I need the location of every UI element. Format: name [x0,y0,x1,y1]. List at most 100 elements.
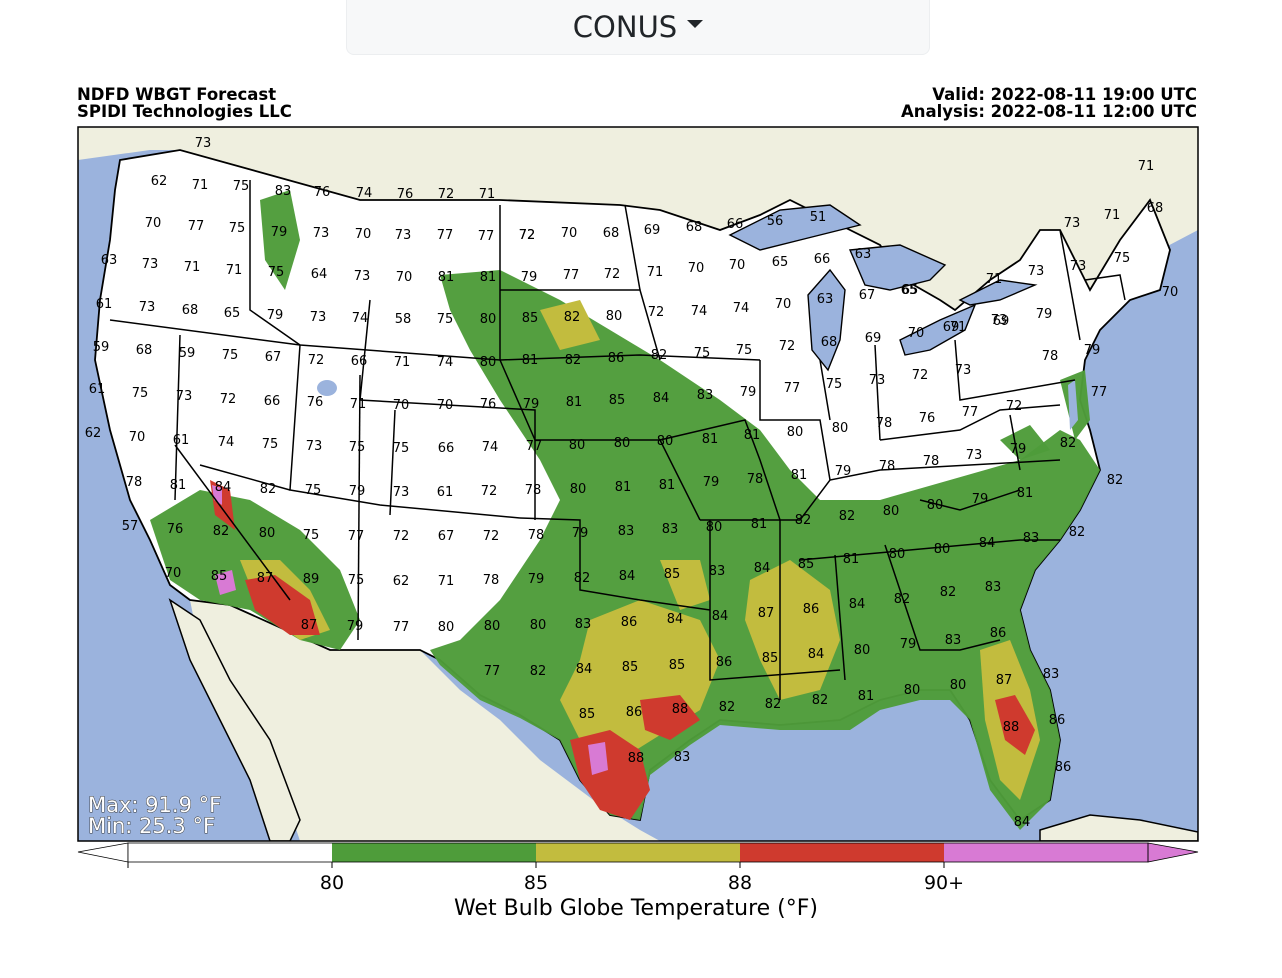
station-value: 87 [996,673,1013,688]
station-value: 79 [523,397,540,412]
station-value: 82 [1107,473,1124,488]
station-value: 78 [126,475,143,490]
station-value: 82 [719,700,736,715]
map-organization: SPIDI Technologies LLC [77,102,292,121]
station-value: 72 [519,228,536,243]
station-value: 82 [894,592,911,607]
region-dropdown[interactable]: CONUS [346,0,930,55]
station-value: 79 [703,475,720,490]
station-value: 72 [648,305,665,320]
station-value: 83 [945,633,962,648]
station-value: 82 [940,585,957,600]
station-value: 83 [709,564,726,579]
station-value: 84 [215,480,232,495]
station-value: 85 [622,660,639,675]
station-value: 75 [222,348,239,363]
colorbar-bin-88-90 [740,843,944,862]
station-value: 59 [93,340,110,355]
station-value: 80 [904,683,921,698]
station-value: 87 [257,571,274,586]
station-value: 80 [657,434,674,449]
station-value: 70 [396,270,413,285]
station-value: 66 [264,394,281,409]
station-value: 73 [966,448,983,463]
station-value: 77 [962,405,979,420]
colorbar-high-extend [1147,842,1199,863]
station-value: 73 [395,228,412,243]
station-value: 82 [260,482,277,497]
station-value: 82 [564,310,581,325]
station-value: 77 [1091,385,1108,400]
station-value: 79 [972,492,989,507]
station-value: 73 [195,136,212,151]
station-value: 79 [528,572,545,587]
station-value: 80 [614,436,631,451]
station-value: 80 [570,482,587,497]
station-value: 83 [1043,667,1060,682]
station-value: 76 [919,411,936,426]
analysis-time: Analysis: 2022-08-11 12:00 UTC [900,102,1197,121]
station-value: 81 [438,270,455,285]
station-value: 74 [218,435,235,450]
station-value: 75 [736,343,753,358]
colorbar-bin-85-88 [536,843,740,862]
station-value: 84 [849,597,866,612]
station-value: 73 [1064,216,1081,231]
station-value: 83 [674,750,691,765]
station-value: 80 [480,355,497,370]
station-value: 74 [482,440,499,455]
station-value: 70 [1162,285,1179,300]
station-value: 67 [438,529,455,544]
chevron-down-icon[interactable] [687,20,704,28]
max-value-label: Max: 91.9 °F [88,793,221,817]
station-value: 71 [192,178,209,193]
chesapeake-bay [1068,380,1078,430]
station-value: 81 [615,480,632,495]
station-value: 85 [579,707,596,722]
station-value: 67 [265,350,282,365]
station-value: 73 [354,269,371,284]
station-value: 80 [480,312,497,327]
station-value: 83 [662,522,679,537]
min-value-label: Min: 25.3 °F [88,814,215,838]
station-value: 70 [355,227,372,242]
station-value: 79 [349,484,366,499]
station-value: 51 [810,210,827,225]
station-value: 86 [1049,713,1066,728]
station-value: 72 [779,339,796,354]
station-value: 73 [306,439,323,454]
station-value: 73 [1070,259,1087,274]
station-value: 81 [858,689,875,704]
station-value: 89 [303,572,320,587]
station-value: 70 [688,261,705,276]
station-value: 77 [188,219,205,234]
station-value: 86 [1055,760,1072,775]
map-title: NDFD WBGT Forecast [77,85,277,104]
station-value: 74 [356,186,373,201]
station-value: 68 [182,303,199,318]
station-value: 72 [438,187,455,202]
station-value: 77 [393,620,410,635]
station-value: 62 [393,574,410,589]
colorbar-tick-label: 80 [319,872,345,894]
station-value: 75 [303,528,320,543]
station-value: 77 [563,268,580,283]
station-value: 86 [626,705,643,720]
station-value: 72 [1006,399,1023,414]
colorbar [77,842,1199,868]
station-value: 88 [1003,720,1020,735]
station-value: 82 [1060,436,1077,451]
station-value: 73 [869,373,886,388]
station-value: 61 [89,382,106,397]
station-value: 77 [526,439,543,454]
station-value: 86 [716,655,733,670]
station-value: 62 [151,174,168,189]
station-value: 79 [900,637,917,652]
station-value: 72 [308,353,325,368]
station-value: 73 [176,389,193,404]
station-value: 79 [1084,343,1101,358]
station-value: 77 [348,529,365,544]
station-value: 76 [480,397,497,412]
wbgt-90plus-area [212,485,608,775]
